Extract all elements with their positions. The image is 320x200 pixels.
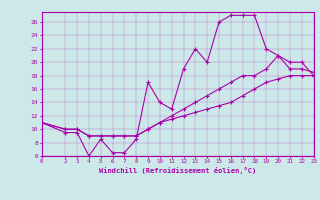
X-axis label: Windchill (Refroidissement éolien,°C): Windchill (Refroidissement éolien,°C) bbox=[99, 167, 256, 174]
